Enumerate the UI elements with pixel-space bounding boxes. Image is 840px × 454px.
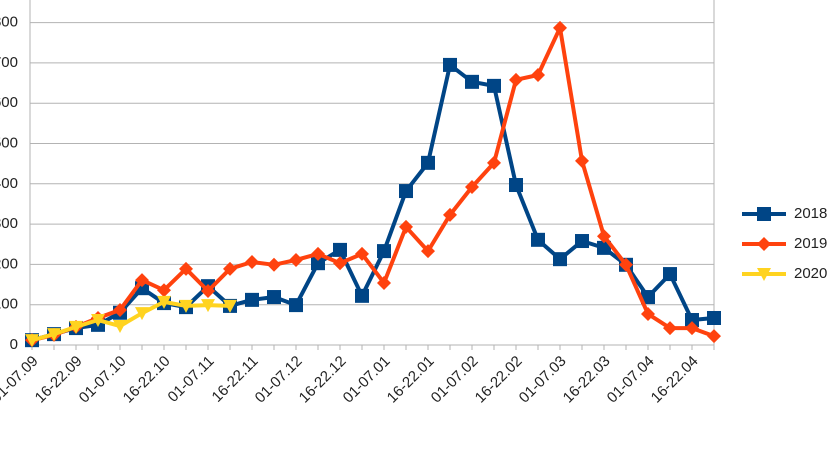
marker [553,252,567,267]
marker [135,273,149,288]
marker [575,153,589,168]
marker [311,246,325,261]
legend-label: 2018 [794,205,827,222]
x-tick-label: 01-07.10 [76,353,130,407]
marker [289,298,303,313]
x-tick-label: 01-07.03 [516,353,570,407]
marker [377,244,391,259]
y-tick-label: 300 [0,215,18,232]
marker [531,232,545,247]
marker [157,295,171,309]
marker [685,313,699,328]
marker [509,72,523,87]
x-tick-label: 01-07.04 [604,353,658,407]
y-tick-label: 200 [0,255,18,272]
marker [641,306,655,321]
marker [443,207,457,222]
marker [757,237,771,251]
marker [113,302,127,317]
marker [113,320,127,334]
marker [245,292,259,307]
marker [685,321,699,336]
marker [421,155,435,170]
x-tick-label: 16-22.04 [648,353,702,407]
marker [333,242,347,257]
x-tick-label: 16-22.01 [384,353,438,407]
x-tick-label: 16-22.03 [560,353,614,407]
marker [487,155,501,170]
marker [443,57,457,72]
marker [707,310,721,325]
marker [311,256,325,271]
marker [531,67,545,82]
marker [157,283,171,298]
marker [135,307,149,321]
y-tick-label: 800 [0,14,18,31]
marker [757,207,771,221]
y-tick-label: 600 [0,94,18,111]
marker [179,261,193,276]
marker [707,329,721,344]
marker [355,246,369,261]
marker [575,234,589,249]
marker [201,283,215,298]
y-tick-label: 700 [0,54,18,71]
marker [597,229,611,244]
marker [223,299,237,313]
marker [91,314,105,328]
x-tick-label: 16-22.10 [120,353,174,407]
marker [223,261,237,276]
x-tick-label: 16-22.02 [472,353,526,407]
marker [553,20,567,35]
marker [289,252,303,267]
marker [399,219,413,234]
legend-label: 2019 [794,235,827,252]
marker [465,180,479,195]
marker [355,288,369,303]
marker [267,290,281,305]
series-line [31,62,715,343]
y-tick-label: 0 [10,336,18,353]
marker [25,334,39,348]
marker [245,254,259,269]
x-tick-label: 01-07.11 [165,353,218,406]
marker [47,328,61,342]
marker [663,267,677,282]
marker [377,275,391,290]
x-tick-label: 16-22.12 [296,353,350,407]
legend-label: 2020 [794,265,827,282]
marker [757,268,771,281]
marker [69,320,83,334]
x-tick-label: 01-07.02 [428,353,482,407]
marker [509,178,523,193]
marker [487,78,501,93]
marker [399,184,413,199]
marker [333,256,347,271]
y-tick-label: 400 [0,175,18,192]
marker [267,257,281,272]
series-line [31,299,231,343]
x-tick-label: 01-07.12 [252,353,306,407]
x-tick-label: 16-22.09 [32,353,86,407]
x-tick-label: 01-07.01 [340,353,394,407]
marker [179,299,193,313]
marker [619,257,633,272]
marker [641,290,655,305]
y-tick-label: 100 [0,296,18,313]
marker [421,244,435,259]
y-tick-label: 500 [0,134,18,151]
marker [597,240,611,255]
marker [201,299,215,313]
marker [663,321,677,336]
marker [465,74,479,89]
